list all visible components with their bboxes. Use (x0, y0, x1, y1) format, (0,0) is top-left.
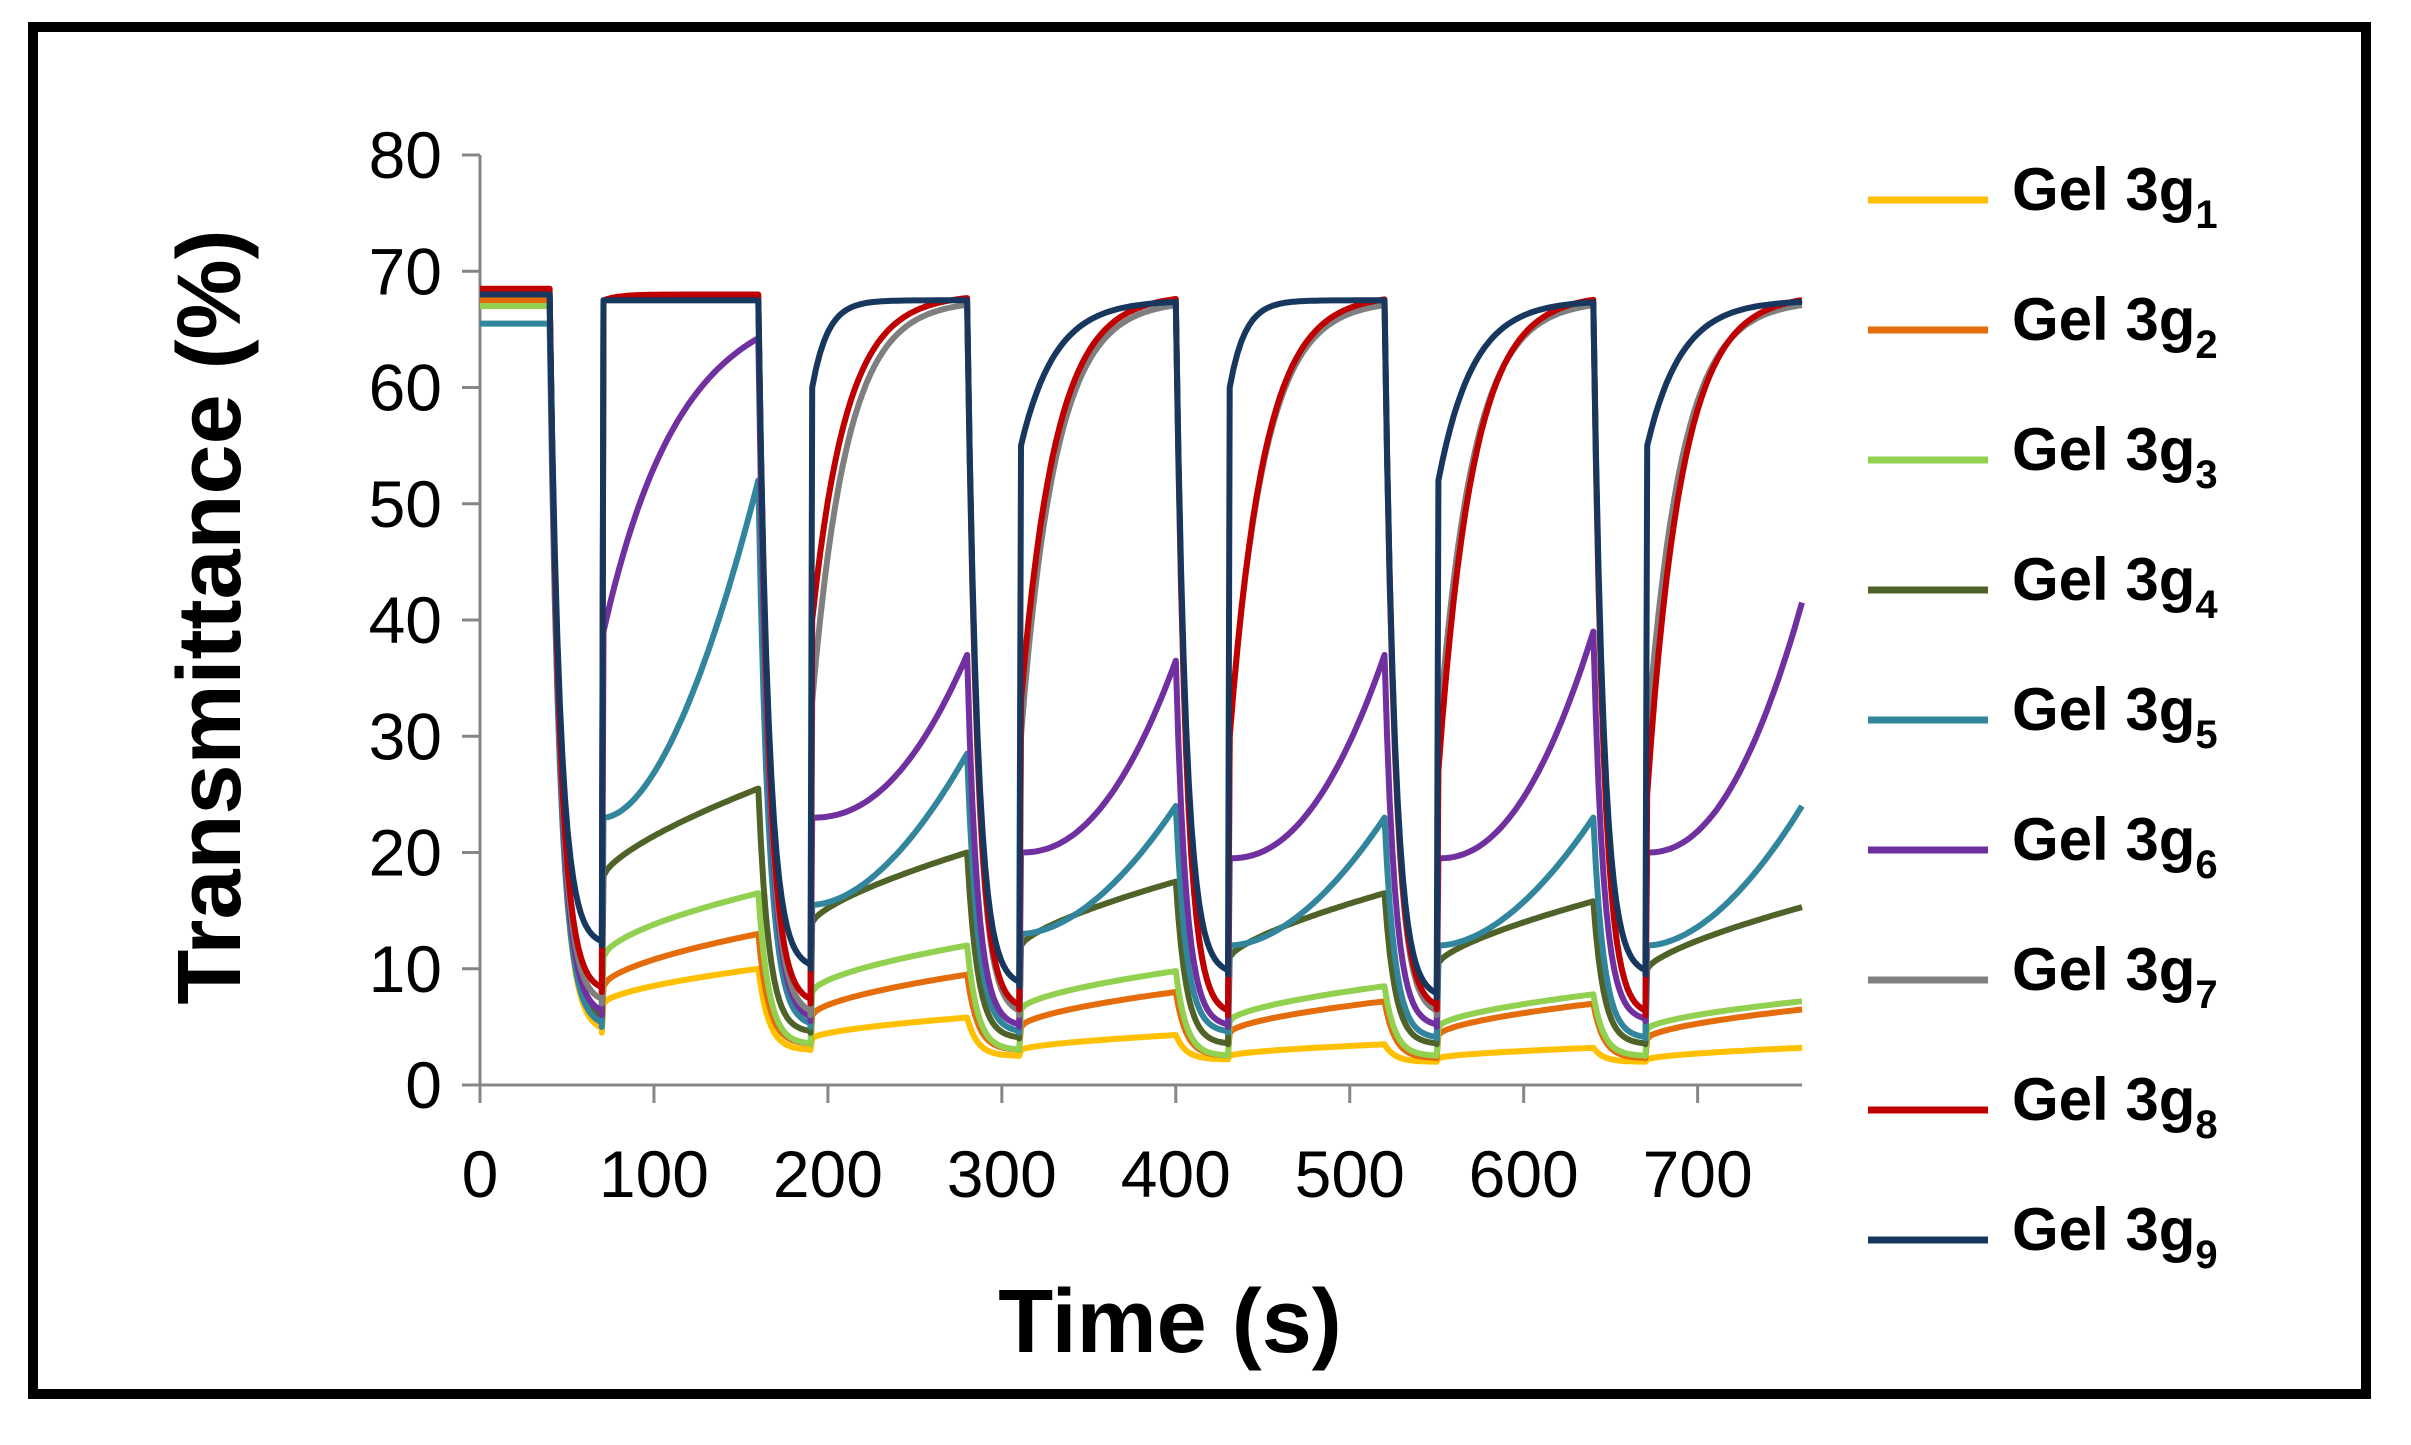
legend-item-gel-3g2: Gel 3g2 (1868, 286, 2218, 367)
legend-label: Gel 3g6 (2012, 806, 2218, 887)
series-line-gel-3g4 (480, 291, 1803, 1048)
y-tick-label: 0 (405, 1048, 442, 1122)
x-tick-label: 400 (1121, 1137, 1231, 1211)
series-line-gel-3g1 (480, 297, 1803, 1065)
y-tick-label: 50 (369, 467, 442, 541)
series-layer (480, 285, 1805, 1065)
legend: Gel 3g1 Gel 3g2 Gel 3g3 Gel 3g4 Gel 3g5 Gel 3… (1868, 156, 2218, 1277)
y-tick-label: 30 (369, 699, 442, 773)
x-tick-label: 100 (599, 1137, 709, 1211)
x-tick-label: 300 (947, 1137, 1057, 1211)
series-line-gel-3g6 (480, 291, 1805, 1030)
legend-item-gel-3g3: Gel 3g3 (1868, 416, 2218, 497)
legend-label: Gel 3g3 (2012, 416, 2218, 497)
legend-item-gel-3g7: Gel 3g7 (1868, 936, 2218, 1017)
legend-label: Gel 3g1 (2012, 156, 2218, 237)
legend-item-gel-3g1: Gel 3g1 (1868, 156, 2218, 237)
y-axis-title: Transmittance (%) (160, 229, 260, 1004)
axes: 0 10 20 30 40 50 60 70 80 0 100 200 300 400 500 600 700 (369, 118, 1802, 1211)
chart-frame (28, 22, 2371, 1399)
x-tick-label: 500 (1295, 1137, 1405, 1211)
legend-label: Gel 3g2 (2012, 286, 2218, 367)
y-tick-label: 60 (369, 351, 442, 425)
legend-item-gel-3g4: Gel 3g4 (1868, 546, 2218, 627)
legend-item-gel-3g5: Gel 3g5 (1868, 676, 2218, 757)
legend-label: Gel 3g9 (2012, 1196, 2218, 1277)
x-tick-label: 600 (1469, 1137, 1579, 1211)
x-tick-label: 0 (462, 1137, 499, 1211)
x-tick-label: 700 (1643, 1137, 1753, 1211)
series-line-gel-3g5 (480, 320, 1805, 1042)
legend-item-gel-3g9: Gel 3g9 (1868, 1196, 2218, 1277)
y-tick-label: 40 (369, 583, 442, 657)
y-tick-label: 10 (369, 932, 442, 1006)
x-tick-label: 200 (773, 1137, 883, 1211)
legend-label: Gel 3g8 (2012, 1066, 2218, 1147)
legend-item-gel-3g6: Gel 3g6 (1868, 806, 2218, 887)
series-line-gel-3g3 (480, 303, 1803, 1059)
legend-item-gel-3g8: Gel 3g8 (1868, 1066, 2218, 1147)
x-axis-title: Time (s) (998, 1272, 1341, 1372)
legend-label: Gel 3g7 (2012, 936, 2218, 1017)
legend-label: Gel 3g4 (2012, 546, 2218, 627)
y-tick-label: 70 (369, 234, 442, 308)
y-tick-label: 20 (369, 816, 442, 890)
y-tick-label: 80 (369, 118, 442, 192)
legend-label: Gel 3g5 (2012, 676, 2218, 757)
series-line-gel-3g9 (480, 291, 1803, 1001)
